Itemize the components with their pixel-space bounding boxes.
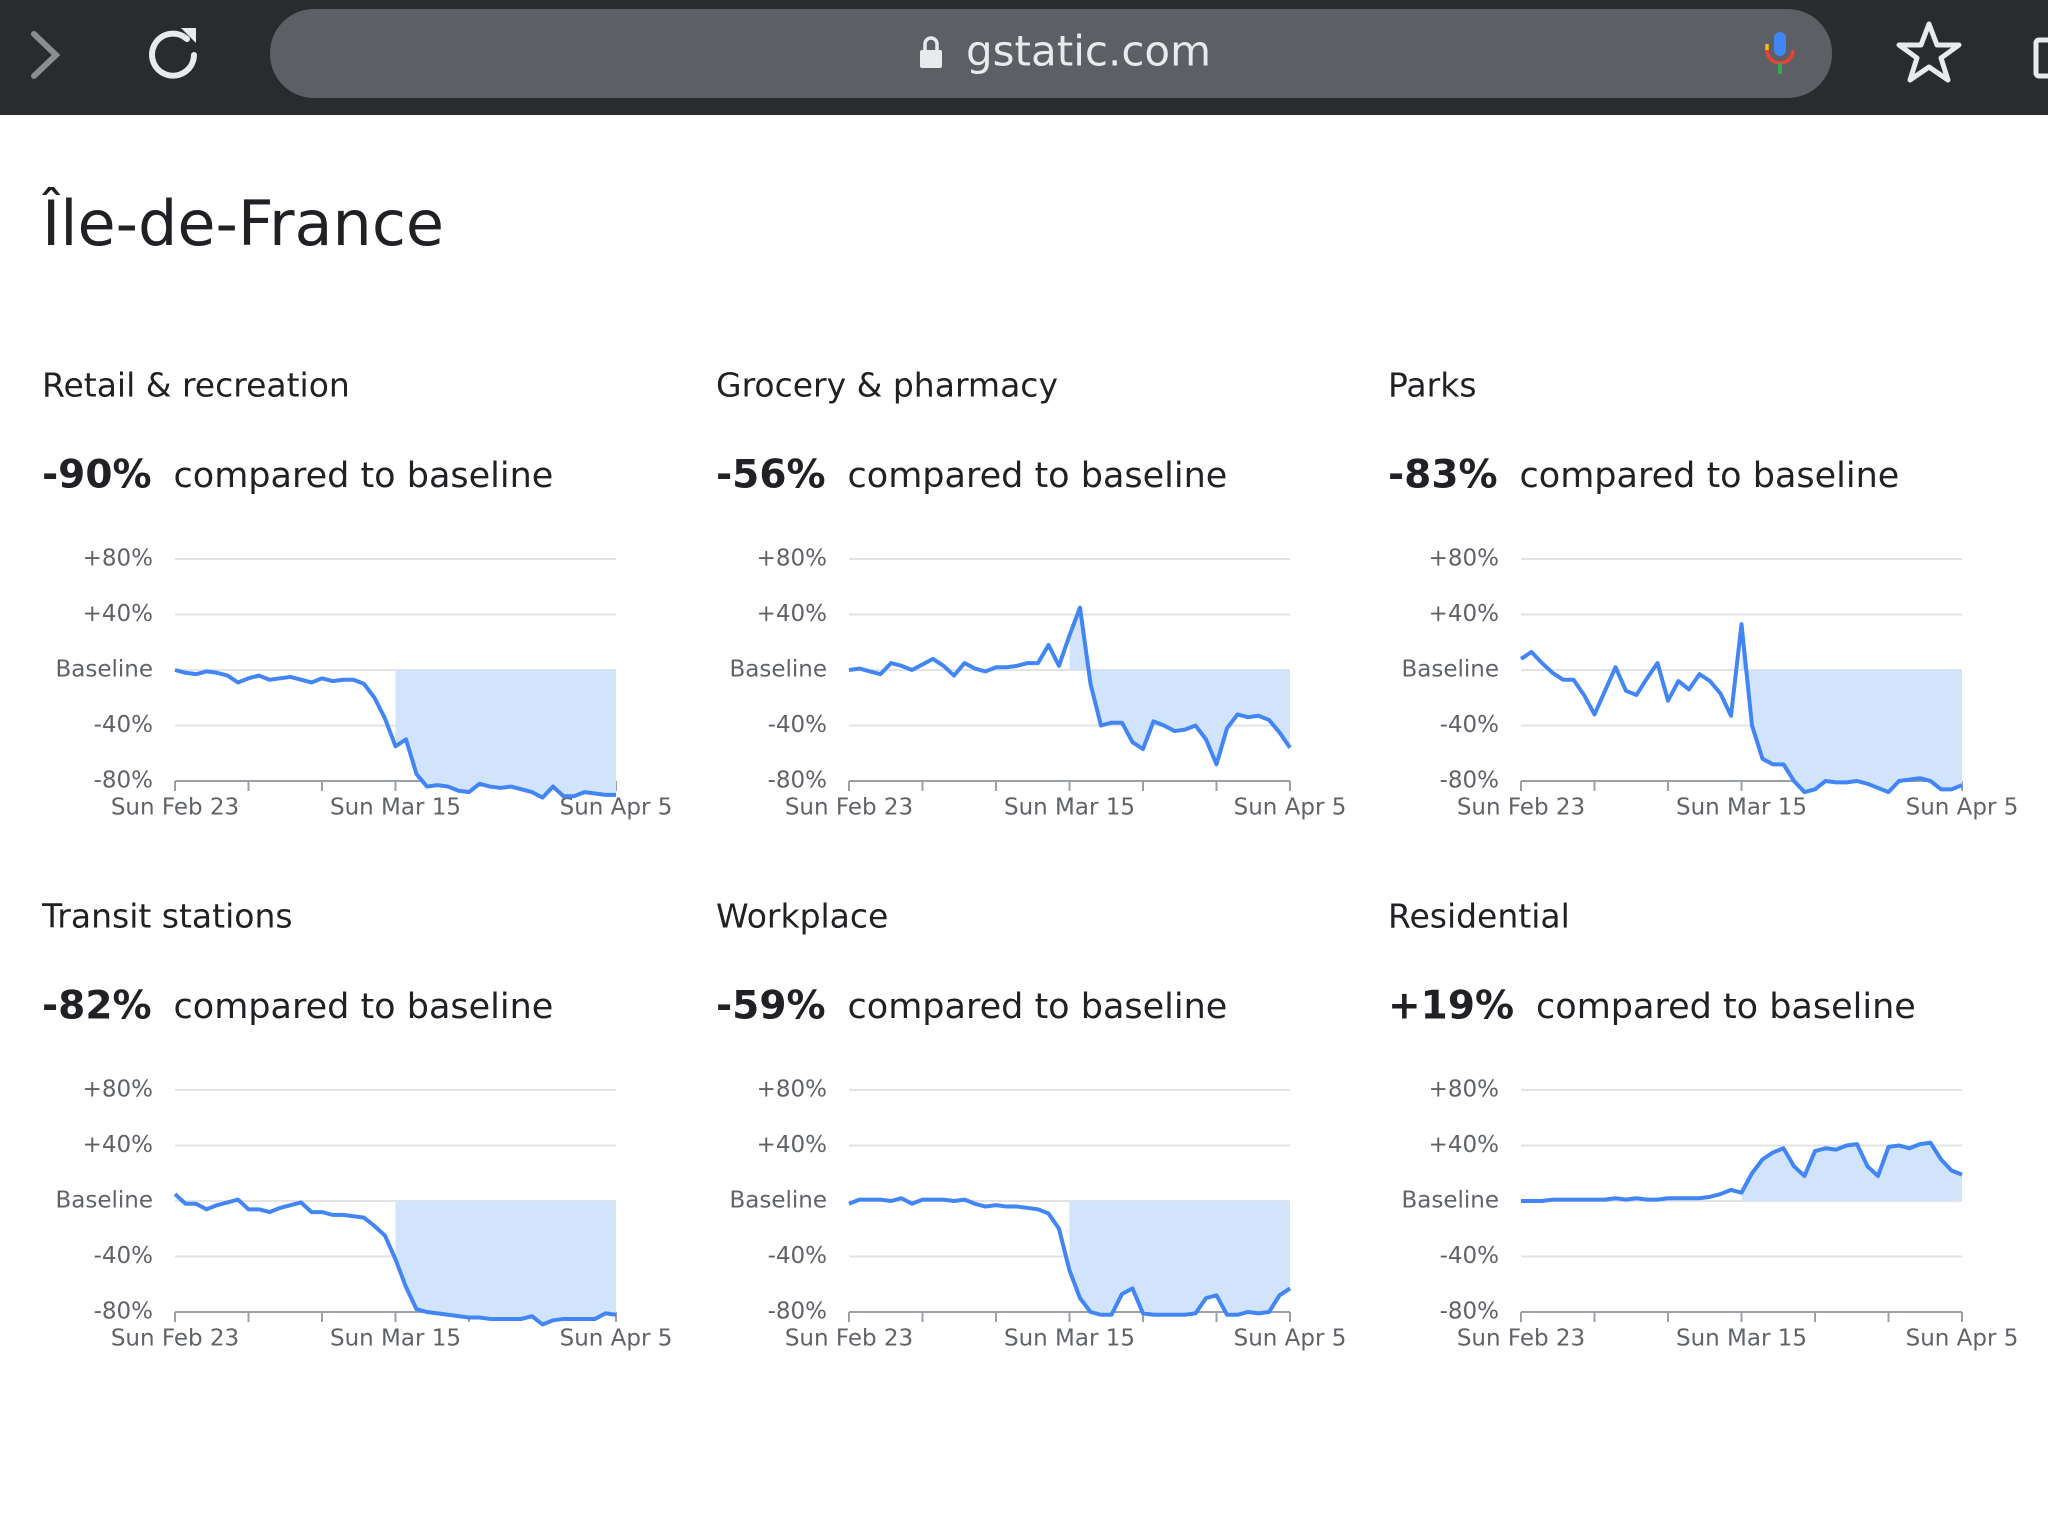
- baseline-area: [395, 1201, 616, 1325]
- baseline-area: [1741, 624, 1962, 793]
- headline-change: +19%: [1388, 984, 1514, 1029]
- y-tick-label: +40%: [1429, 1132, 1499, 1158]
- y-tick-label: +40%: [1429, 601, 1499, 627]
- x-tick-label: Sun Mar 15: [330, 795, 461, 821]
- data-line: [848, 1196, 1292, 1317]
- x-tick-label: Sun Feb 23: [1457, 795, 1585, 821]
- x-tick-label: Sun Apr 5: [1906, 1326, 2019, 1352]
- chart-panel: Grocery & pharmacy -56% compared to baseli…: [716, 366, 1346, 821]
- y-tick-label: -40%: [768, 1243, 827, 1269]
- y-tick-label: Baseline: [729, 657, 827, 683]
- y-tick-label: +80%: [83, 546, 153, 572]
- x-tick-label: Sun Mar 15: [1676, 795, 1807, 821]
- x-tick-label: Sun Apr 5: [1234, 1326, 1347, 1352]
- headline-change: -56%: [716, 453, 826, 498]
- y-tick-label: -80%: [768, 1299, 827, 1325]
- chart-title: Retail & recreation: [42, 366, 350, 405]
- y-tick-label: -80%: [94, 1299, 153, 1325]
- chart-title: Residential: [1388, 897, 1570, 936]
- x-tick-label: Sun Feb 23: [111, 1326, 239, 1352]
- data-line: [848, 605, 1292, 767]
- y-tick-label: +40%: [757, 601, 827, 627]
- y-tick-label: -40%: [768, 712, 827, 738]
- y-tick-label: -40%: [1440, 712, 1499, 738]
- address-bar[interactable]: [270, 9, 1832, 98]
- chart-panel: Workplace -59% compared to baseline +80% +40…: [716, 897, 1346, 1352]
- chart-panel: Transit stations -82% compared to baseline…: [41, 897, 672, 1352]
- x-tick-label: Sun Feb 23: [1457, 1326, 1585, 1352]
- headline-change: -83%: [1388, 453, 1498, 498]
- headline-note: compared to baseline: [1520, 456, 1900, 496]
- headline-note: compared to baseline: [848, 987, 1228, 1027]
- page-title: Île-de-France: [41, 187, 444, 260]
- baseline-area: [1069, 1201, 1290, 1315]
- url-text[interactable]: gstatic.com: [966, 27, 1211, 76]
- baseline-area: [1069, 607, 1290, 765]
- y-tick-label: +80%: [757, 1077, 827, 1103]
- y-tick-label: -80%: [1440, 768, 1499, 794]
- y-tick-label: +80%: [1429, 546, 1499, 572]
- x-tick-label: Sun Apr 5: [1906, 795, 2019, 821]
- baseline-area: [1741, 1142, 1962, 1201]
- y-tick-label: +80%: [83, 1077, 153, 1103]
- chart-panel: Residential +19% compared to baseline +80% +…: [1388, 897, 2018, 1352]
- y-tick-label: +40%: [83, 601, 153, 627]
- bookmark-star[interactable]: [1896, 21, 1962, 83]
- mic-icon[interactable]: [1765, 32, 1795, 74]
- headline-note: compared to baseline: [1536, 987, 1916, 1027]
- tabs-button[interactable]: [2033, 37, 2048, 79]
- y-tick-label: +40%: [83, 1132, 153, 1158]
- headline-change: -90%: [42, 453, 152, 498]
- y-tick-label: -40%: [94, 712, 153, 738]
- headline-change: -82%: [42, 984, 152, 1029]
- lock-icon: [920, 36, 942, 68]
- y-tick-label: +80%: [1429, 1077, 1499, 1103]
- x-tick-label: Sun Feb 23: [785, 795, 913, 821]
- headline-note: compared to baseline: [174, 456, 554, 496]
- headline-note: compared to baseline: [174, 987, 554, 1027]
- headline-note: compared to baseline: [848, 456, 1228, 496]
- chart-title: Parks: [1388, 366, 1477, 405]
- x-tick-label: Sun Mar 15: [1004, 795, 1135, 821]
- y-tick-label: -80%: [768, 768, 827, 794]
- data-line: [174, 668, 616, 800]
- reload-button[interactable]: [149, 28, 197, 79]
- y-tick-label: Baseline: [55, 1188, 153, 1214]
- x-tick-label: Sun Apr 5: [560, 795, 673, 821]
- forward-button[interactable]: [31, 31, 61, 79]
- data-line: [173, 1192, 617, 1327]
- x-tick-label: Sun Feb 23: [785, 1326, 913, 1352]
- chart-panel: Retail & recreation -90% compared to basel…: [42, 366, 672, 821]
- y-tick-label: Baseline: [55, 657, 153, 683]
- y-tick-label: -40%: [1440, 1243, 1499, 1269]
- x-tick-label: Sun Apr 5: [1234, 795, 1347, 821]
- y-tick-label: -40%: [94, 1243, 153, 1269]
- data-line: [1519, 622, 1963, 795]
- headline-change: -59%: [716, 984, 826, 1029]
- x-tick-label: Sun Mar 15: [1004, 1326, 1135, 1352]
- y-tick-label: -80%: [1440, 1299, 1499, 1325]
- y-tick-label: Baseline: [729, 1188, 827, 1214]
- chart-title: Workplace: [716, 897, 888, 936]
- y-tick-label: Baseline: [1401, 657, 1499, 683]
- y-tick-label: Baseline: [1401, 1188, 1499, 1214]
- baseline-area: [395, 670, 616, 798]
- x-tick-label: Sun Apr 5: [560, 1326, 673, 1352]
- data-line: [1521, 1140, 1963, 1203]
- chart-panel: Parks -83% compared to baseline +80% +40% Bas…: [1388, 366, 2018, 821]
- y-tick-label: +40%: [757, 1132, 827, 1158]
- chart-title: Grocery & pharmacy: [716, 366, 1058, 405]
- chart-title: Transit stations: [41, 897, 293, 936]
- y-tick-label: +80%: [757, 546, 827, 572]
- y-tick-label: -80%: [94, 768, 153, 794]
- x-tick-label: Sun Mar 15: [1676, 1326, 1807, 1352]
- x-tick-label: Sun Mar 15: [330, 1326, 461, 1352]
- x-tick-label: Sun Feb 23: [111, 795, 239, 821]
